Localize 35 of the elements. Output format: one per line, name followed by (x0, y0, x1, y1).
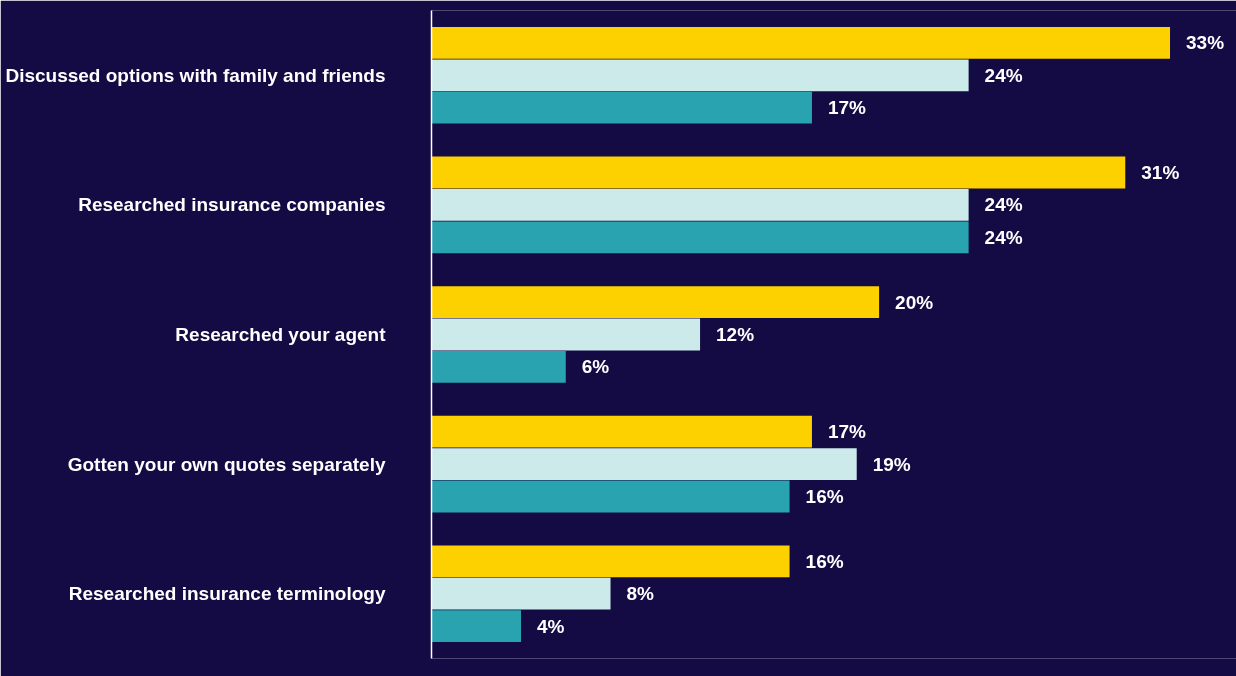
data-label: 24% (984, 64, 1023, 86)
bar (431, 577, 611, 610)
bar (431, 351, 566, 383)
y-tick-label: Researched your agent (175, 324, 387, 345)
y-tick-label: Researched insurance terminology (68, 583, 386, 605)
bar (431, 480, 790, 513)
y-tick-label: Discussed options with family and friends (5, 64, 386, 86)
data-label: 4% (537, 615, 565, 637)
y-tick-label: Researched insurance companies (78, 194, 386, 216)
data-label: 8% (626, 583, 655, 605)
data-label: 16% (805, 550, 844, 572)
bar (431, 27, 1171, 59)
bar (431, 156, 1126, 189)
bar (431, 221, 969, 254)
data-label: 16% (805, 486, 844, 507)
data-label: 24% (984, 194, 1023, 216)
data-label: 17% (827, 421, 867, 443)
bar (431, 91, 812, 124)
data-label: 33% (1186, 32, 1225, 54)
data-label: 17% (827, 97, 867, 119)
y-tick-label: Gotten your own quotes separately (67, 453, 386, 475)
data-label: 31% (1141, 162, 1180, 183)
data-label: 20% (895, 291, 934, 313)
data-label: 24% (984, 226, 1023, 248)
data-label: 19% (872, 453, 911, 475)
data-label: 6% (581, 356, 610, 378)
bar (431, 610, 522, 642)
bar (431, 189, 969, 221)
bar (431, 286, 880, 318)
bar (431, 59, 969, 92)
bar (431, 448, 857, 480)
bar (431, 415, 812, 448)
bar (431, 545, 790, 578)
data-label: 12% (716, 324, 755, 345)
bar (431, 318, 701, 351)
